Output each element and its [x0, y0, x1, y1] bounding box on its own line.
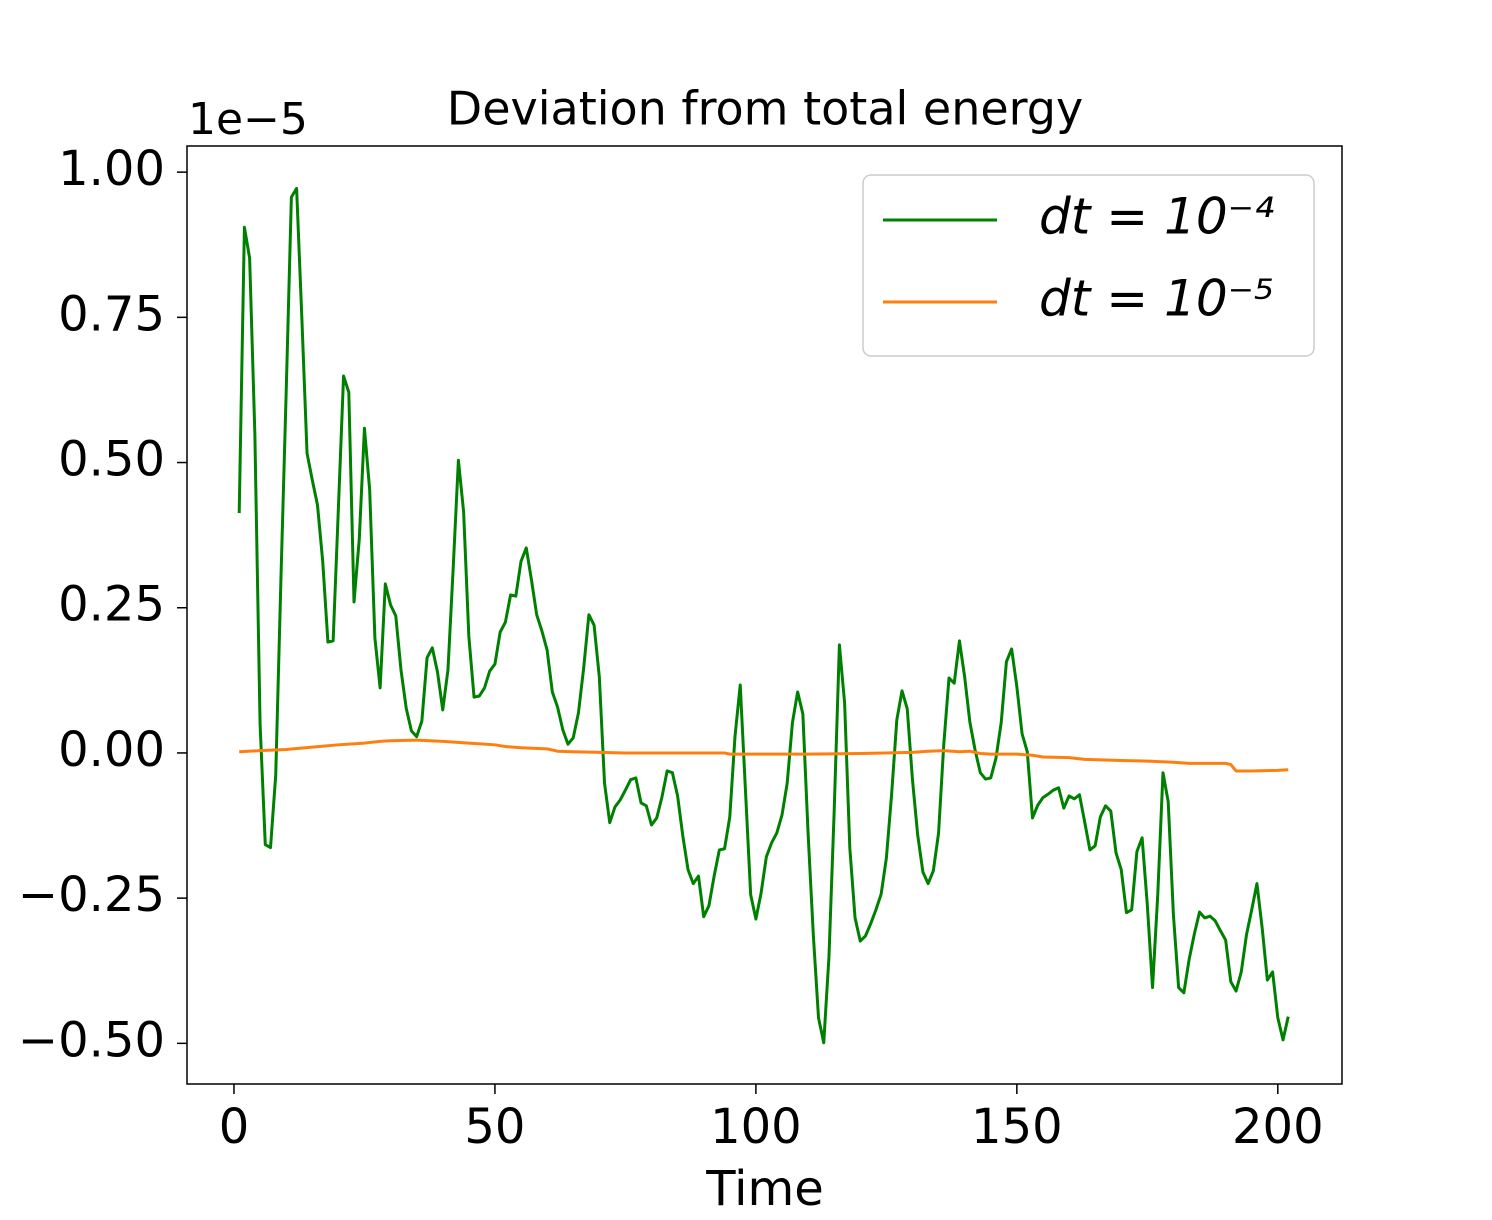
offset-text: 1e−5	[188, 94, 308, 145]
x-tick-label: 200	[1232, 1099, 1324, 1155]
x-tick-label: 50	[464, 1099, 525, 1155]
data-line	[237, 186, 1290, 1045]
legend-label: dt = 10⁻⁵	[1039, 270, 1274, 328]
legend-label: dt = 10⁻⁴	[1039, 188, 1274, 246]
y-tick-label: 1.00	[58, 141, 165, 197]
y-tick-label: 0.75	[58, 286, 165, 342]
data-line	[239, 738, 1289, 773]
x-tick-label: 0	[219, 1099, 250, 1155]
x-axis-label: Time	[705, 1161, 823, 1217]
y-tick-label: −0.50	[18, 1012, 165, 1068]
chart-title: Deviation from total energy	[447, 82, 1083, 136]
y-tick-label: 0.25	[58, 577, 165, 633]
legend: dt = 10⁻⁴ dt = 10⁻⁵	[862, 174, 1315, 357]
y-tick-label: 0.00	[58, 722, 165, 778]
x-tick-label: 100	[710, 1099, 802, 1155]
plot-frame	[186, 145, 1343, 1085]
x-tick-label: 150	[971, 1099, 1063, 1155]
y-tick-label: 0.50	[58, 432, 165, 488]
y-tick-label: −0.25	[18, 867, 165, 923]
